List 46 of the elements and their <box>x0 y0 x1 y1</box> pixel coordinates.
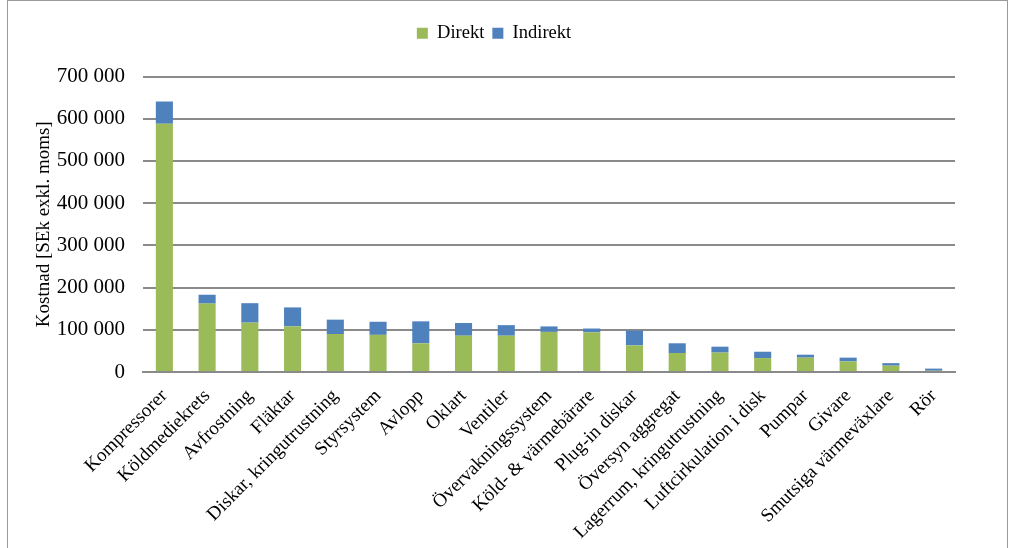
y-tick-label: 0 <box>114 358 125 383</box>
bar <box>369 334 387 371</box>
bar <box>540 326 558 332</box>
bar <box>497 325 515 336</box>
y-tick-label: 200 000 <box>56 274 125 299</box>
bar <box>284 307 302 327</box>
y-tick-label: 400 000 <box>56 189 125 214</box>
y-tick-label: 300 000 <box>56 231 125 256</box>
bar <box>198 294 216 304</box>
bar <box>583 332 601 371</box>
y-tick-label: 100 000 <box>56 316 125 341</box>
bar <box>369 321 387 335</box>
y-tick-label: 500 000 <box>56 147 125 172</box>
bar <box>155 101 173 124</box>
bar <box>241 303 259 323</box>
bar <box>540 331 558 371</box>
bar <box>326 334 344 371</box>
bar <box>412 321 430 344</box>
legend-label: Indirekt <box>512 22 573 43</box>
bar <box>284 326 302 371</box>
bar <box>497 335 515 371</box>
legend-label: Direkt <box>437 22 486 43</box>
y-axis-title: Kostnad [SEk exkl. moms] <box>32 121 54 328</box>
bar <box>668 343 686 353</box>
bar <box>198 303 216 371</box>
bar <box>754 351 772 359</box>
bar <box>454 335 473 371</box>
bar <box>326 319 344 335</box>
x-tick-label: Rör <box>904 384 941 420</box>
bar <box>241 322 259 371</box>
bar <box>882 363 900 366</box>
bar <box>796 357 814 371</box>
y-tick-label: 600 000 <box>56 105 125 130</box>
bar <box>796 354 814 358</box>
bar <box>155 123 173 371</box>
bar <box>668 353 686 371</box>
bar <box>839 361 857 371</box>
bar <box>711 352 729 371</box>
bar <box>754 358 772 371</box>
bar <box>625 345 644 371</box>
bar <box>412 343 430 371</box>
bar <box>711 346 729 353</box>
y-tick-label: 700 000 <box>56 63 125 88</box>
bar <box>454 323 473 336</box>
bar <box>882 365 900 371</box>
bar <box>625 330 644 346</box>
